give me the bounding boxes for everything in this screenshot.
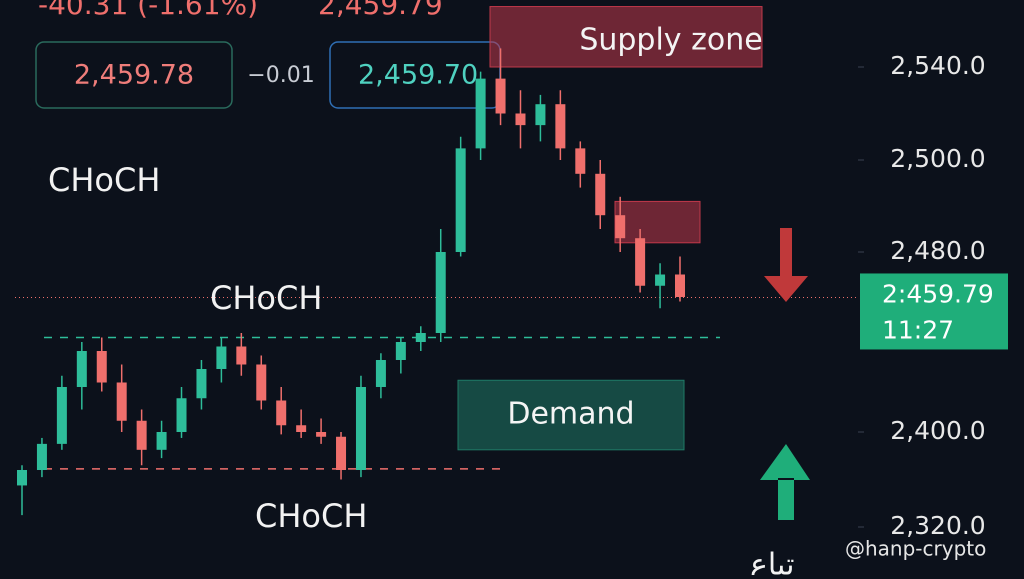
candle-body <box>36 443 47 470</box>
candle-body <box>535 104 546 126</box>
candle-body <box>615 215 626 239</box>
candle-body <box>515 113 526 126</box>
candle-body <box>355 387 366 470</box>
choch-label: CHoCH <box>255 497 367 535</box>
candle-body <box>156 432 167 450</box>
candle-body <box>56 387 67 444</box>
candle-body <box>475 78 486 149</box>
choch-label: CHoCH <box>48 161 160 199</box>
bid-box[interactable] <box>35 41 233 109</box>
choch-label: CHoCH <box>210 279 322 317</box>
candle-body <box>196 369 207 399</box>
candle-body <box>675 274 685 297</box>
candle-body <box>296 425 307 432</box>
candle-body <box>375 360 386 387</box>
down-arrow <box>764 228 808 302</box>
candle-body <box>76 351 87 387</box>
spread: −0.01 <box>247 63 314 88</box>
candle-body <box>595 173 606 216</box>
zone-label: Demand <box>507 397 634 432</box>
candle-body <box>395 342 406 360</box>
candle-body <box>336 436 347 470</box>
y-tick-label: 2,480.0 <box>890 236 985 265</box>
y-tick-label: 2,400.0 <box>890 416 985 445</box>
footer-text: تباع <box>750 548 794 576</box>
last-price-text: 2,459.79 <box>318 0 443 21</box>
candle-body <box>236 346 247 365</box>
zone <box>489 6 763 68</box>
candle-body <box>136 420 147 450</box>
y-tick-label: 2,500.0 <box>890 144 985 173</box>
candle-body <box>455 148 466 252</box>
plot-area <box>15 6 858 516</box>
zone <box>457 379 685 451</box>
change-text: -40.31 (-1.61%) <box>38 0 258 21</box>
countdown: 11:27 <box>882 315 954 344</box>
watermark: @hanp-crypto <box>845 537 986 561</box>
ask-price: 2,459.70 <box>358 60 478 91</box>
candle-body <box>555 104 566 149</box>
candle-body <box>176 398 187 432</box>
candle-body <box>256 364 267 401</box>
candle-body <box>575 148 586 174</box>
candle-body <box>276 400 287 426</box>
candle-body <box>17 470 27 486</box>
current-price-box <box>860 273 1008 350</box>
candle-body <box>316 432 327 437</box>
candle-body <box>96 351 107 383</box>
candle-body <box>635 238 646 286</box>
candle-body <box>435 252 446 333</box>
current-price-label: 2:459.79 <box>882 279 994 308</box>
y-tick-label: 2,320.0 <box>890 511 985 540</box>
zone-label: Supply zone <box>579 22 762 57</box>
y-tick-label: 2,540.0 <box>890 51 985 80</box>
candle-body <box>495 78 506 114</box>
candle-body <box>216 346 227 369</box>
zone <box>614 200 701 244</box>
up-arrow <box>760 444 810 520</box>
candle-body <box>655 274 666 286</box>
candle-body <box>415 333 426 342</box>
bid-price: 2,459.78 <box>74 60 194 91</box>
candle-body <box>116 382 127 421</box>
